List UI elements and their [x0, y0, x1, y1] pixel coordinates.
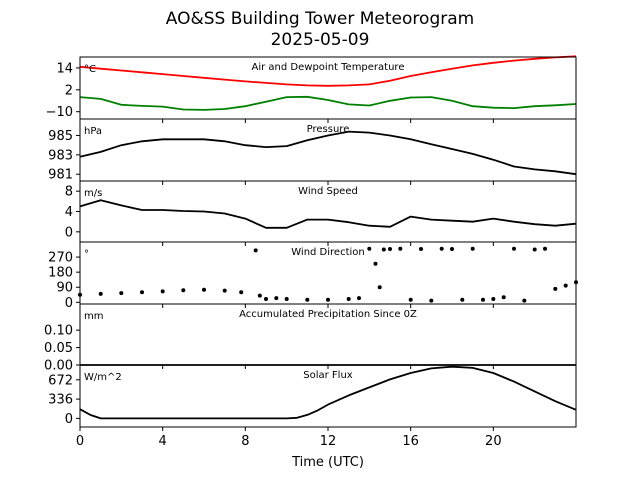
series-line-0 — [79, 55, 577, 87]
panel-title: Solar Flux — [303, 370, 353, 381]
data-point — [367, 246, 372, 251]
x-tick-label: 16 — [402, 434, 419, 449]
y-tick-label: 336 — [48, 393, 73, 408]
data-point — [346, 297, 351, 301]
data-point — [439, 246, 444, 251]
data-point — [381, 247, 386, 252]
y-tick-label: 180 — [48, 266, 73, 281]
data-point — [460, 297, 465, 302]
y-tick-label: 985 — [48, 129, 73, 144]
panel-5: 672 336 00 4 8 12 16 20 Solar Flux W/m^2 — [48, 364, 577, 449]
y-tick-label: 14 — [56, 61, 73, 76]
data-point — [388, 247, 392, 251]
panel-title: Pressure — [307, 124, 350, 135]
series-line-0 — [79, 365, 577, 420]
data-point — [553, 286, 558, 291]
x-tick-label: 0 — [76, 434, 84, 449]
data-point — [98, 291, 103, 296]
data-point — [119, 291, 124, 296]
data-point — [512, 246, 516, 251]
data-point — [398, 246, 403, 251]
panel-2: 8 4 0 Wind Speed m/s — [65, 180, 577, 246]
data-point — [481, 297, 485, 302]
series-line-1 — [79, 95, 577, 111]
data-point — [377, 285, 382, 290]
data-point — [450, 247, 454, 251]
data-point — [563, 283, 568, 288]
panel-title: Air and Dewpoint Temperature — [252, 62, 405, 73]
data-point — [202, 287, 206, 292]
data-point — [264, 297, 268, 301]
x-tick-label: 12 — [320, 434, 337, 449]
y-tick-label: 981 — [48, 168, 73, 183]
data-point — [239, 290, 244, 295]
figure-subtitle: 2025-05-09 — [271, 30, 370, 50]
x-tick-label: 8 — [241, 434, 249, 449]
data-point — [181, 288, 186, 293]
data-point — [284, 297, 289, 301]
panel-4: 0.10 0.05 0.00 Accumulated Precipitation Si… — [44, 303, 577, 374]
panel-unit-label: mm — [84, 311, 103, 322]
y-tick-label: 2 — [65, 83, 73, 98]
panel-1: 985 983 981 Pressure hPa — [48, 118, 577, 185]
data-point — [522, 298, 527, 303]
series-line-0 — [79, 199, 577, 229]
y-tick-label: 8 — [65, 185, 73, 200]
x-tick-label: 20 — [485, 434, 502, 449]
panel-0: 14 2 −10 Air and Dewpoint Temperature °C — [46, 55, 577, 123]
data-point — [470, 246, 475, 251]
panel-unit-label: hPa — [84, 126, 102, 137]
data-point — [326, 297, 330, 302]
y-tick-label: 4 — [65, 205, 73, 220]
panel-unit-label: W/m^2 — [84, 372, 122, 383]
figure-title: AO&SS Building Tower Meteorogram — [166, 9, 474, 29]
panel-title: Wind Direction — [291, 247, 365, 258]
data-point — [532, 247, 537, 252]
panel-title: Wind Speed — [298, 186, 358, 197]
data-point — [257, 293, 262, 298]
data-point — [305, 297, 310, 302]
y-tick-label: 0.00 — [44, 359, 73, 374]
panel-unit-label: m/s — [84, 188, 102, 199]
data-point — [274, 296, 279, 301]
panel-unit-label: ° — [84, 249, 89, 260]
y-tick-label: 0 — [65, 225, 73, 240]
x-tick-label: 4 — [159, 434, 167, 449]
y-tick-label: 983 — [48, 148, 73, 163]
data-point — [160, 289, 165, 294]
data-point — [140, 290, 144, 295]
data-point — [543, 246, 547, 251]
data-point — [429, 298, 434, 303]
y-tick-label: 672 — [48, 373, 73, 388]
data-point — [501, 295, 506, 300]
data-point — [419, 247, 423, 251]
series-line-0 — [79, 130, 577, 176]
data-point — [491, 297, 496, 301]
data-point — [222, 288, 227, 293]
data-point — [253, 248, 258, 253]
data-point — [373, 261, 378, 266]
y-tick-label: 90 — [56, 281, 73, 296]
y-tick-label: −10 — [46, 105, 73, 120]
y-tick-label: 270 — [48, 251, 73, 266]
data-point — [357, 296, 361, 301]
y-tick-label: 0.10 — [44, 324, 73, 339]
data-point — [408, 297, 413, 302]
panel-title: Accumulated Precipitation Since 0Z — [239, 309, 417, 320]
y-tick-label: 0 — [65, 296, 73, 311]
y-tick-label: 0.05 — [44, 341, 73, 356]
y-tick-label: 0 — [65, 412, 73, 427]
panel-unit-label: °C — [84, 64, 96, 75]
x-axis-label: Time (UTC) — [291, 455, 364, 470]
